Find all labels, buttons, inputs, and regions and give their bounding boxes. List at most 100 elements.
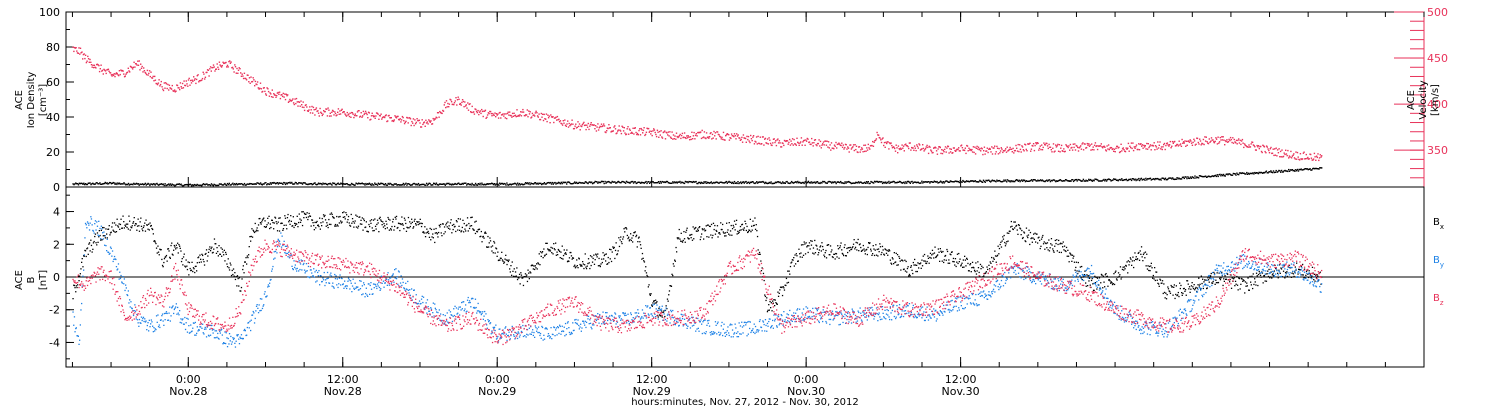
point-density: [965, 180, 968, 182]
point-density: [813, 182, 815, 184]
point-bx: [297, 226, 299, 228]
point-velocity: [863, 144, 865, 146]
point-velocity: [668, 135, 670, 137]
point-velocity: [1239, 139, 1241, 142]
point-velocity: [426, 121, 429, 123]
point-bx: [529, 271, 531, 273]
point-bx: [378, 231, 380, 233]
point-density: [182, 185, 184, 187]
point-bx: [182, 264, 184, 266]
point-bx: [1109, 280, 1111, 282]
point-density: [716, 181, 719, 184]
point-density: [967, 180, 969, 182]
point-velocity: [1014, 149, 1016, 152]
point-density: [221, 184, 223, 186]
point-density: [141, 183, 143, 185]
point-velocity: [1232, 137, 1234, 139]
point-density: [964, 181, 967, 183]
point-density: [292, 183, 294, 185]
point-velocity: [273, 93, 275, 95]
point-bx: [1102, 287, 1104, 289]
point-density: [491, 182, 494, 185]
point-bx: [539, 251, 542, 253]
point-bx: [770, 302, 772, 304]
point-velocity: [144, 71, 146, 74]
point-velocity: [999, 150, 1002, 152]
point-velocity: [1149, 145, 1151, 147]
point-bx: [1154, 267, 1156, 269]
point-bx: [619, 239, 621, 241]
point-bx: [515, 275, 517, 277]
point-density: [160, 183, 163, 185]
point-velocity: [1088, 143, 1090, 145]
point-bx: [128, 215, 130, 217]
point-density: [450, 184, 453, 186]
point-velocity: [771, 144, 773, 147]
point-bx: [695, 230, 697, 232]
point-bx: [601, 261, 603, 264]
point-velocity: [478, 113, 480, 116]
point-velocity: [210, 70, 212, 72]
point-bx: [908, 275, 910, 277]
point-bx: [453, 223, 455, 226]
point-bx: [230, 274, 233, 277]
point-bx: [165, 254, 168, 257]
point-bx: [393, 229, 395, 231]
point-density: [440, 183, 442, 185]
point-bx: [1151, 267, 1153, 269]
point-density: [1284, 169, 1286, 172]
point-density: [823, 180, 826, 183]
point-velocity: [1084, 143, 1086, 145]
point-velocity: [495, 113, 498, 115]
point-bx: [480, 235, 482, 237]
point-velocity: [156, 83, 159, 86]
point-velocity: [460, 104, 462, 106]
point-velocity: [659, 134, 661, 136]
point-velocity: [1081, 143, 1083, 145]
point-density: [1006, 179, 1009, 181]
point-velocity: [976, 145, 978, 148]
point-velocity: [799, 142, 801, 144]
point-bx: [1257, 273, 1260, 276]
point-velocity: [294, 98, 296, 100]
point-velocity: [876, 131, 878, 134]
point-bx: [335, 225, 337, 227]
point-density: [224, 182, 226, 185]
point-density: [1102, 179, 1104, 181]
point-density: [116, 183, 118, 186]
point-density: [909, 182, 911, 184]
point-velocity: [160, 80, 162, 83]
point-bx: [1079, 266, 1081, 268]
point-bx: [747, 231, 749, 234]
point-bx: [125, 225, 127, 227]
point-density: [425, 184, 427, 186]
point-velocity: [409, 118, 412, 120]
point-bx: [994, 255, 997, 257]
point-bx: [1135, 256, 1137, 258]
point-density: [287, 182, 289, 184]
point-velocity: [120, 70, 123, 72]
point-velocity: [855, 148, 857, 151]
point-velocity: [109, 72, 112, 74]
point-bx: [219, 253, 221, 255]
point-velocity: [791, 138, 794, 140]
point-bx: [324, 219, 327, 221]
point-velocity: [548, 115, 550, 117]
point-density: [1061, 180, 1063, 182]
point-density: [1307, 168, 1309, 171]
point-bx: [293, 226, 295, 229]
point-bx: [294, 224, 296, 226]
point-density: [530, 182, 532, 184]
point-bx: [731, 234, 733, 236]
point-velocity: [653, 129, 656, 131]
point-bx: [543, 255, 546, 257]
point-density: [243, 182, 246, 185]
point-bx: [182, 256, 185, 258]
point-velocity: [1085, 147, 1087, 149]
point-bx: [497, 259, 500, 262]
point-density: [745, 180, 747, 183]
point-density: [167, 183, 170, 185]
point-velocity: [857, 151, 859, 154]
point-density: [1255, 172, 1258, 174]
point-bx: [530, 265, 532, 267]
